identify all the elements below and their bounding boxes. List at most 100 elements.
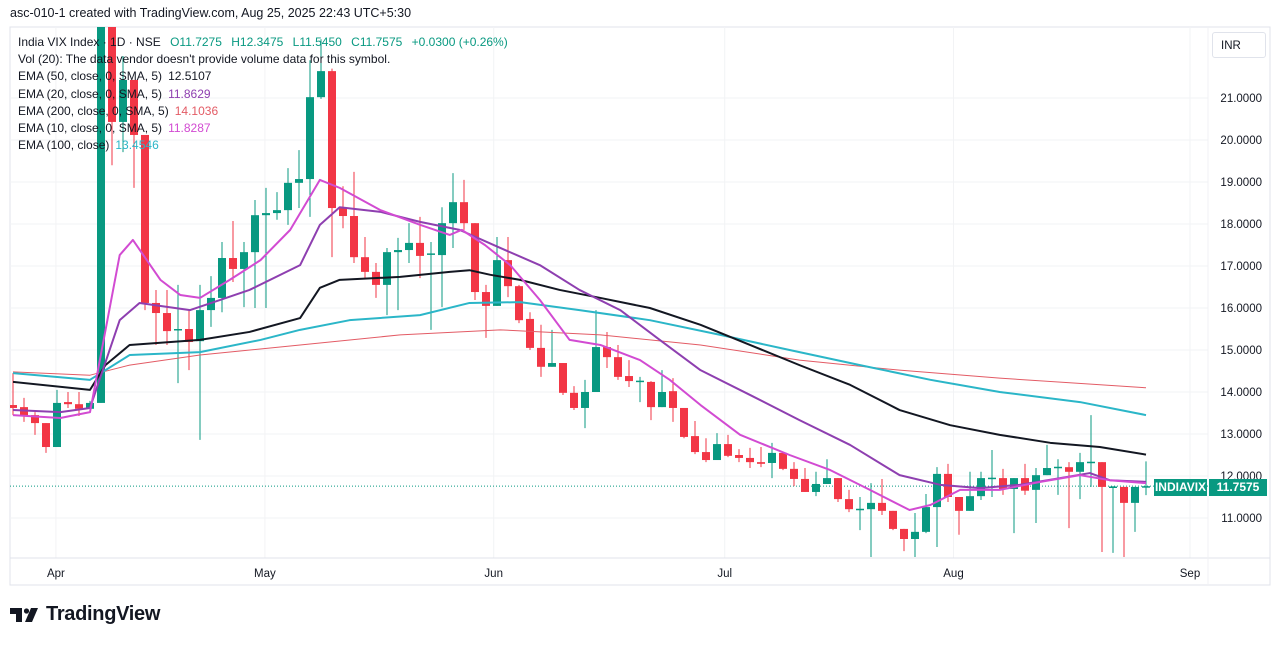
price-axis-label: 14.0000: [1220, 387, 1262, 399]
candle-body: [317, 71, 325, 98]
candle-body: [262, 213, 270, 216]
candle-body: [251, 215, 259, 253]
low-value: L11.5450: [292, 35, 342, 49]
price-axis-label: 13.0000: [1220, 429, 1262, 441]
candle-body: [1076, 462, 1084, 472]
candle-body: [438, 223, 446, 256]
watermark: asc-010-1 created with TradingView.com, …: [10, 6, 412, 20]
candle: [1120, 486, 1128, 557]
candle: [603, 331, 611, 369]
price-axis-label: 17.0000: [1220, 261, 1262, 273]
candle: [1043, 444, 1051, 476]
candle-body: [1010, 478, 1018, 490]
candle-body: [702, 452, 710, 461]
candle: [273, 192, 281, 220]
currency-button[interactable]: INR: [1212, 32, 1266, 58]
ema-200-line: [12, 329, 1147, 389]
candle-body: [746, 457, 754, 463]
candle: [328, 68, 336, 258]
candle: [625, 360, 633, 387]
candle-body: [955, 497, 963, 511]
candle: [779, 452, 787, 471]
logo-text: TradingView: [46, 603, 161, 625]
candle-body: [394, 250, 402, 253]
symbol-title[interactable]: India VIX Index · 1D · NSE: [18, 35, 161, 49]
candle-body: [174, 329, 182, 331]
candle: [570, 386, 578, 411]
indicator-label: EMA (10, close, 0, SMA, 5): [18, 121, 163, 136]
candle: [1032, 468, 1040, 524]
candle-body: [625, 376, 633, 382]
candle-body: [493, 260, 501, 306]
time-axis-label: May: [254, 568, 276, 580]
candle-body: [526, 318, 534, 348]
candle-body: [295, 179, 303, 183]
candle: [1142, 461, 1150, 496]
candle: [801, 468, 809, 492]
candle: [724, 434, 732, 458]
tradingview-logo[interactable]: TradingView: [10, 603, 160, 626]
candle-body: [889, 510, 897, 529]
axes: 21.0000 20.0000 19.0000 18.0000 17.0000 16.00…: [47, 93, 1262, 580]
candle-body: [713, 444, 721, 461]
candle-body: [427, 253, 435, 255]
candle: [1065, 462, 1073, 529]
time-axis-label: Jun: [484, 568, 503, 580]
candle-body: [988, 477, 996, 480]
candle-body: [152, 302, 160, 314]
candle-body: [273, 210, 281, 214]
price-axis-label: 20.0000: [1220, 135, 1262, 147]
candle: [405, 223, 413, 264]
volume-legend-row[interactable]: Vol (20): The data vendor doesn't provid…: [18, 52, 391, 67]
candle: [108, 27, 116, 166]
price-axis-label: 21.0000: [1220, 93, 1262, 105]
candle-body: [570, 392, 578, 408]
candle: [350, 171, 358, 264]
candle: [504, 237, 512, 298]
candle-body: [328, 71, 336, 209]
candle-body: [658, 392, 666, 408]
grid-lines: [9, 26, 1271, 586]
candle-body: [636, 380, 644, 383]
candle: [416, 216, 424, 279]
candle: [130, 79, 138, 188]
candle-body: [1131, 486, 1139, 503]
symbol-legend-row: India VIX Index · 1D · NSE O11.7275 H12.…: [18, 34, 508, 51]
candle: [834, 478, 842, 503]
candle: [493, 237, 501, 306]
candle: [823, 459, 831, 484]
time-axis-label: Jul: [717, 568, 732, 580]
candle-body: [834, 478, 842, 500]
open-value: O11.7275: [170, 35, 222, 49]
candle: [97, 27, 105, 403]
candle-body: [482, 292, 490, 306]
ema20-legend-row[interactable]: EMA (20, close, 0, SMA, 5) 11.8629: [18, 86, 508, 103]
candle: [702, 438, 710, 463]
candle-body: [1109, 486, 1117, 488]
ema200-legend-row[interactable]: EMA (200, close, 0, SMA, 5) 14.1036: [18, 103, 508, 120]
candle-body: [53, 402, 61, 448]
candle: [460, 179, 468, 230]
candle-body: [119, 79, 127, 122]
candle: [218, 242, 226, 313]
candle-body: [108, 27, 116, 122]
candle-body: [735, 455, 743, 458]
indicator-value: 13.4546: [115, 138, 159, 153]
candle: [845, 489, 853, 513]
candle-body: [581, 392, 589, 408]
price-axis-label: 16.0000: [1220, 303, 1262, 315]
ema10-legend-row[interactable]: EMA (10, close, 0, SMA, 5) 11.8287: [18, 120, 508, 137]
price-axis-label: 15.0000: [1220, 345, 1262, 357]
candle: [196, 284, 204, 440]
ema100-legend-row[interactable]: EMA (100, close) 13.4546: [18, 137, 508, 154]
candle: [383, 247, 391, 316]
candle: [812, 471, 820, 497]
candle-body: [10, 405, 17, 408]
candle: [361, 237, 369, 279]
candle-body: [680, 407, 688, 437]
candle: [1021, 463, 1029, 495]
candle-body: [691, 436, 699, 453]
ema50-legend-row[interactable]: EMA (50, close, 0, SMA, 5) 12.5107: [18, 68, 508, 85]
candle-body: [1120, 486, 1128, 503]
